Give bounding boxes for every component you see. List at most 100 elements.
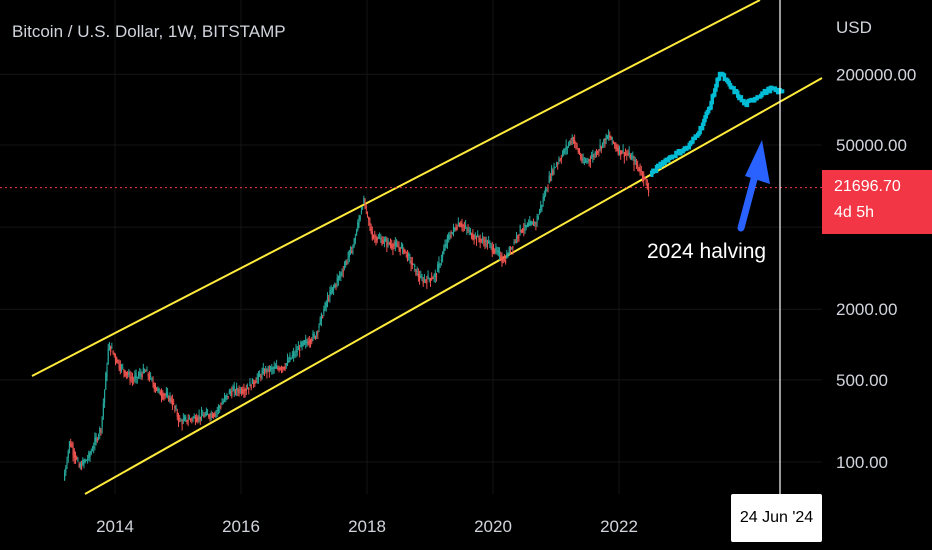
candle-body: [124, 370, 126, 376]
candle-body: [616, 146, 618, 150]
candle-body: [564, 150, 566, 152]
candle-body: [100, 430, 102, 432]
candle-body: [587, 159, 589, 161]
candle-body: [354, 237, 356, 241]
candle-body: [438, 261, 440, 269]
candle-body: [497, 250, 499, 253]
candle-body: [84, 459, 86, 463]
candle-body: [87, 459, 89, 461]
y-axis[interactable]: 100.00 500.00 2000.00 50000.00 200000.00: [836, 65, 916, 472]
candle-body: [389, 243, 392, 245]
candle-body: [594, 151, 596, 155]
candle-body: [411, 262, 413, 266]
candle-body: [638, 166, 640, 171]
y-tick-label: 500.00: [836, 371, 888, 390]
candle-body: [440, 259, 442, 262]
candle-body: [174, 405, 176, 409]
candle-body: [553, 165, 555, 170]
candle-body: [246, 388, 249, 390]
candles: [64, 129, 650, 481]
candle-body: [188, 418, 190, 420]
candle-body: [370, 226, 372, 233]
candle-body: [388, 243, 390, 245]
candle-body: [406, 253, 409, 261]
candle-body: [306, 341, 308, 343]
candle-body: [403, 248, 405, 254]
candle-body: [185, 416, 187, 421]
candle-body: [385, 238, 387, 242]
candle-body: [187, 419, 189, 421]
candle-body: [554, 167, 556, 169]
candle-body: [634, 160, 636, 162]
candle-body: [601, 142, 604, 145]
candle-body: [223, 396, 226, 402]
candle-body: [232, 389, 234, 392]
candle-body: [507, 255, 509, 257]
candle-body: [120, 365, 123, 367]
candle-body: [147, 373, 149, 377]
candle-body: [96, 438, 98, 441]
candle-body: [395, 243, 398, 246]
candle-body: [431, 277, 433, 280]
candle-body: [505, 260, 507, 263]
candle-body: [257, 372, 260, 379]
candle-body: [595, 152, 598, 156]
candle-body: [233, 386, 235, 391]
candle-body: [433, 275, 435, 278]
candle-body: [266, 370, 268, 373]
candle-body: [325, 302, 327, 307]
candle-body: [146, 369, 148, 372]
candle-body: [420, 276, 422, 278]
candle-body: [314, 336, 316, 339]
candle-body: [528, 223, 530, 227]
x-tick-label: 2022: [600, 517, 638, 536]
candle-body: [501, 256, 503, 262]
candle-body: [365, 207, 367, 209]
candle-body: [154, 385, 157, 390]
candle-body: [646, 183, 648, 189]
candle-body: [565, 145, 567, 150]
candle-body: [332, 286, 335, 290]
candle-body: [551, 167, 553, 175]
candle-body: [461, 223, 463, 229]
candle-body: [472, 234, 474, 240]
candle-body: [191, 418, 193, 421]
candle-body: [362, 207, 364, 209]
candle-body: [617, 148, 619, 155]
candle-body: [518, 234, 520, 237]
candle-body: [320, 313, 323, 321]
candle-body: [343, 265, 346, 268]
candle-body: [604, 141, 606, 144]
candle-body: [119, 364, 121, 372]
projection-line: [649, 71, 785, 177]
candle-body: [171, 399, 174, 407]
candle-body: [82, 460, 84, 465]
candle-body: [141, 373, 143, 378]
y-tick-label: 200000.00: [836, 65, 916, 84]
candle-body: [355, 230, 358, 236]
x-axis[interactable]: 2014 2016 2018 2020 2022: [96, 517, 638, 536]
candle-body: [78, 464, 80, 467]
candle-body: [409, 256, 411, 259]
candle-body: [130, 377, 132, 379]
candle-body: [600, 146, 602, 150]
candle-body: [520, 229, 522, 233]
candle-body: [262, 368, 264, 374]
candle-body: [279, 367, 281, 370]
candle-body: [358, 218, 360, 225]
candle-body: [309, 339, 312, 344]
candle-body: [489, 242, 491, 244]
candle-body: [633, 159, 635, 166]
candle-body: [377, 237, 379, 239]
candle-body: [286, 359, 289, 364]
candle-body: [515, 235, 518, 240]
candle-body: [254, 381, 256, 385]
candle-body: [163, 393, 165, 397]
candle-body: [637, 165, 639, 167]
y-axis-unit: USD: [836, 18, 872, 37]
candle-body: [581, 157, 583, 162]
candle-body: [603, 138, 605, 144]
candle-body: [606, 135, 608, 139]
candle-body: [229, 391, 232, 393]
